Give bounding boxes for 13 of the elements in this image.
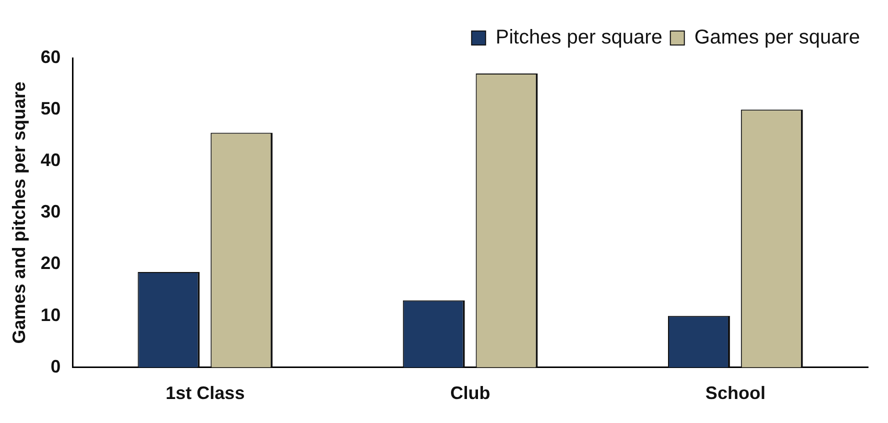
y-axis-title: Games and pitches per square <box>8 82 29 344</box>
y-tick-label: 10 <box>40 304 61 325</box>
y-tick-label: 0 <box>50 356 61 376</box>
y-tick-label: 20 <box>40 253 61 274</box>
x-tick-label: School <box>705 383 766 404</box>
x-tick-label: 1st Class <box>166 383 245 404</box>
y-tick-label: 60 <box>40 46 61 67</box>
y-tick-label: 40 <box>40 150 61 170</box>
legend-label: Games per square <box>694 26 860 49</box>
legend-label: Pitches per square <box>496 26 662 49</box>
y-tick-label: 30 <box>40 202 61 222</box>
x-tick-label: Club <box>450 383 490 404</box>
y-tick-label: 50 <box>40 98 61 119</box>
